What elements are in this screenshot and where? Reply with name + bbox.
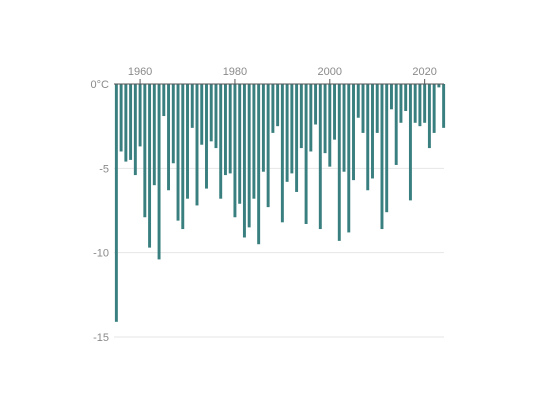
bar-2007 bbox=[361, 84, 365, 133]
bar-1994 bbox=[299, 84, 303, 149]
bar-2002 bbox=[337, 84, 341, 241]
bar-2016 bbox=[404, 84, 408, 111]
bar-2017 bbox=[408, 84, 412, 201]
bar-2000 bbox=[328, 84, 332, 167]
bar-1998 bbox=[318, 84, 322, 230]
bar-1999 bbox=[323, 84, 327, 154]
bar-1991 bbox=[285, 84, 289, 182]
bar-1977 bbox=[219, 84, 223, 199]
bar-2001 bbox=[333, 84, 337, 140]
bar-2022 bbox=[432, 84, 436, 133]
bar-1963 bbox=[152, 84, 156, 186]
bar-2024 bbox=[442, 84, 446, 128]
bars bbox=[114, 84, 446, 322]
bar-1957 bbox=[124, 84, 128, 162]
bar-1958 bbox=[129, 84, 133, 160]
bar-1997 bbox=[314, 84, 318, 125]
bar-2014 bbox=[394, 84, 398, 165]
axes: 0°C -5 -10 -15 1960 1980 2000 2020 bbox=[91, 66, 444, 344]
bar-2011 bbox=[380, 84, 384, 230]
bar-2021 bbox=[427, 84, 431, 149]
bar-1990 bbox=[280, 84, 284, 223]
bar-1967 bbox=[171, 84, 175, 164]
bar-2013 bbox=[389, 84, 393, 110]
bar-1983 bbox=[247, 84, 251, 228]
bar-2019 bbox=[418, 84, 422, 127]
bar-1960 bbox=[138, 84, 142, 147]
bar-1976 bbox=[214, 84, 218, 149]
bar-1961 bbox=[143, 84, 147, 218]
bar-1985 bbox=[257, 84, 261, 245]
bar-1972 bbox=[195, 84, 199, 206]
bar-1978 bbox=[223, 84, 227, 176]
bar-2012 bbox=[385, 84, 389, 213]
x-tick-label: 2000 bbox=[318, 66, 342, 78]
bar-1987 bbox=[266, 84, 270, 208]
bar-1969 bbox=[181, 84, 185, 230]
bar-2003 bbox=[342, 84, 346, 172]
gridlines bbox=[114, 167, 444, 338]
bar-1975 bbox=[209, 84, 213, 142]
bar-1982 bbox=[242, 84, 246, 238]
bar-2015 bbox=[399, 84, 403, 123]
bar-2010 bbox=[375, 84, 379, 133]
bar-2004 bbox=[347, 84, 351, 233]
x-tick-label: 1960 bbox=[128, 66, 152, 78]
bar-1956 bbox=[119, 84, 123, 152]
bar-2023 bbox=[437, 84, 441, 88]
bar-1971 bbox=[190, 84, 194, 128]
x-tick-label: 1980 bbox=[223, 66, 247, 78]
bar-2018 bbox=[413, 84, 417, 123]
bar-1962 bbox=[148, 84, 152, 248]
bar-1995 bbox=[304, 84, 308, 224]
bar-1968 bbox=[176, 84, 180, 221]
bar-1964 bbox=[157, 84, 161, 260]
bar-1965 bbox=[162, 84, 166, 117]
bar-1955 bbox=[114, 84, 118, 322]
bar-2009 bbox=[371, 84, 374, 179]
bar-1973 bbox=[200, 84, 204, 145]
bar-1966 bbox=[167, 84, 171, 191]
y-tick-label: 0°C bbox=[91, 79, 110, 91]
bar-1970 bbox=[186, 84, 189, 199]
bar-1986 bbox=[261, 84, 265, 172]
bar-1980 bbox=[233, 84, 237, 218]
bar-2020 bbox=[423, 84, 427, 123]
bar-1992 bbox=[290, 84, 294, 174]
bar-2005 bbox=[352, 84, 355, 181]
bar-1993 bbox=[295, 84, 299, 192]
y-tick-label: -5 bbox=[99, 163, 109, 175]
bar-1989 bbox=[276, 84, 280, 127]
bar-1984 bbox=[252, 84, 256, 199]
bar-1996 bbox=[309, 84, 313, 152]
bar-1988 bbox=[271, 84, 275, 133]
x-tick-label: 2020 bbox=[412, 66, 436, 78]
bar-1981 bbox=[238, 84, 242, 204]
bar-1979 bbox=[228, 84, 232, 174]
y-tick-label: -15 bbox=[93, 332, 109, 344]
bar-1974 bbox=[205, 84, 208, 189]
y-tick-label: -10 bbox=[93, 248, 109, 260]
bar-2006 bbox=[356, 84, 360, 118]
bar-2008 bbox=[366, 84, 370, 191]
bar-1959 bbox=[133, 84, 137, 176]
